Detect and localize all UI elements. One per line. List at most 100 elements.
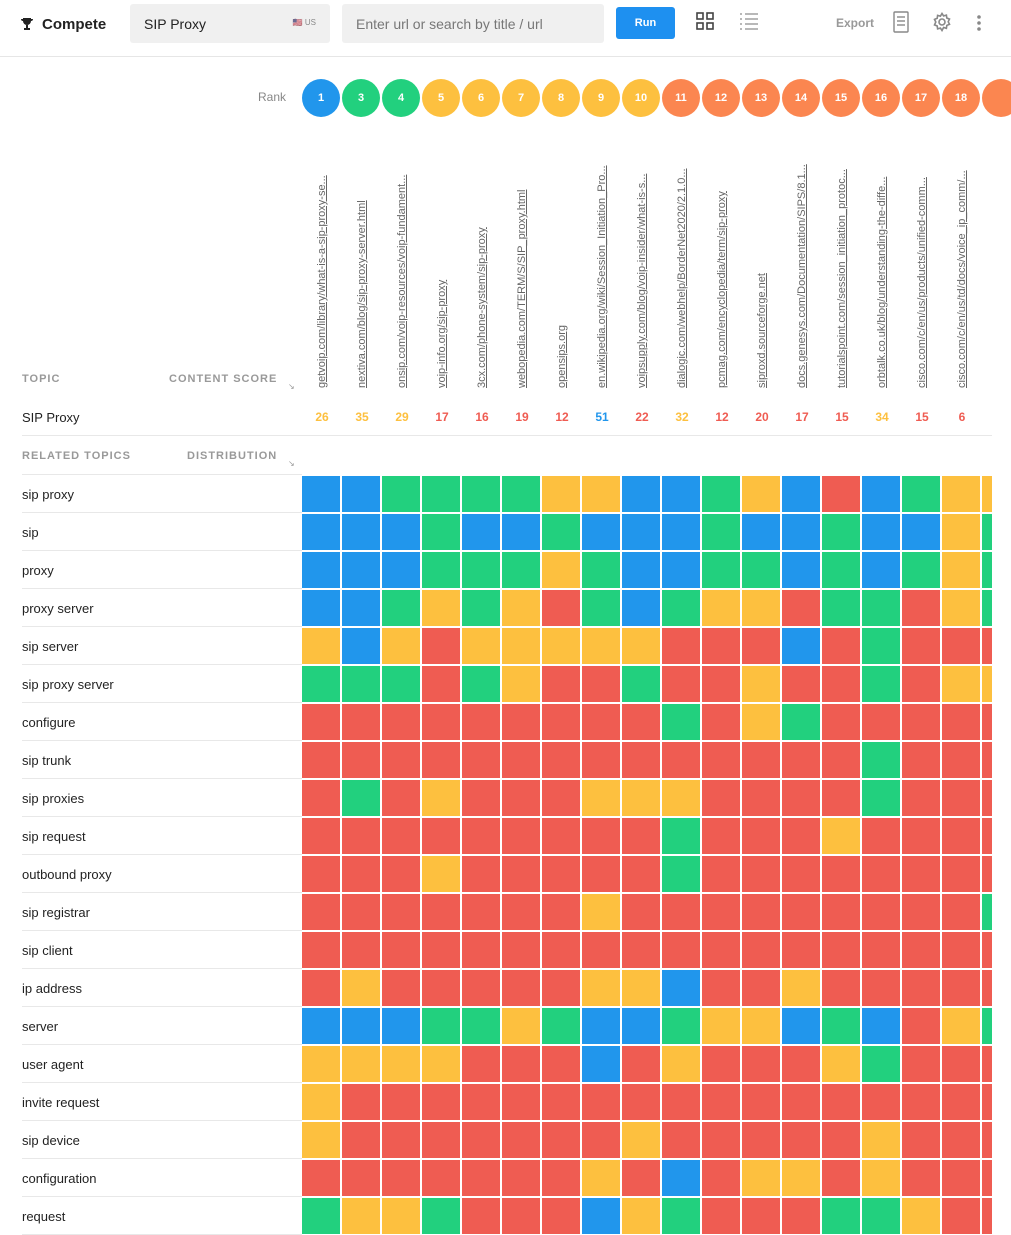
distribution-cell[interactable] — [862, 1084, 900, 1120]
distribution-cell[interactable] — [542, 704, 580, 740]
distribution-cell[interactable] — [302, 590, 340, 626]
distribution-cell[interactable] — [662, 1160, 700, 1196]
distribution-cell[interactable] — [622, 590, 660, 626]
distribution-cell[interactable] — [462, 666, 500, 702]
distribution-cell[interactable] — [662, 970, 700, 1006]
distribution-cell[interactable] — [662, 666, 700, 702]
distribution-cell[interactable] — [542, 476, 580, 512]
distribution-cell[interactable] — [742, 742, 780, 778]
distribution-cell[interactable] — [902, 1084, 940, 1120]
distribution-cell[interactable] — [782, 628, 820, 664]
distribution-cell[interactable] — [822, 818, 860, 854]
distribution-cell[interactable] — [382, 894, 420, 930]
distribution-cell[interactable] — [742, 1122, 780, 1158]
distribution-cell[interactable] — [862, 476, 900, 512]
distribution-cell[interactable] — [342, 894, 380, 930]
distribution-cell[interactable] — [622, 666, 660, 702]
distribution-cell[interactable] — [782, 1046, 820, 1082]
distribution-cell[interactable] — [902, 666, 940, 702]
distribution-cell[interactable] — [462, 1084, 500, 1120]
distribution-cell[interactable] — [982, 476, 992, 512]
distribution-cell[interactable] — [982, 1046, 992, 1082]
distribution-cell[interactable] — [462, 970, 500, 1006]
distribution-cell[interactable] — [302, 894, 340, 930]
distribution-cell[interactable] — [982, 1198, 992, 1234]
distribution-cell[interactable] — [422, 704, 460, 740]
distribution-cell[interactable] — [582, 1046, 620, 1082]
distribution-cell[interactable] — [702, 590, 740, 626]
related-topic-label[interactable]: sip trunk — [22, 753, 72, 768]
distribution-cell[interactable] — [582, 742, 620, 778]
distribution-cell[interactable] — [742, 666, 780, 702]
distribution-cell[interactable] — [622, 894, 660, 930]
distribution-cell[interactable] — [902, 552, 940, 588]
distribution-cell[interactable] — [462, 742, 500, 778]
distribution-cell[interactable] — [422, 514, 460, 550]
related-topic-label[interactable]: user agent — [22, 1057, 84, 1072]
distribution-cell[interactable] — [342, 1160, 380, 1196]
distribution-cell[interactable] — [342, 970, 380, 1006]
competitor-url-link[interactable]: voipsupply.com/blog/voip-insider/what-is… — [636, 173, 648, 388]
distribution-cell[interactable] — [422, 590, 460, 626]
distribution-cell[interactable] — [502, 514, 540, 550]
distribution-cell[interactable] — [822, 970, 860, 1006]
distribution-cell[interactable] — [942, 932, 980, 968]
distribution-cell[interactable] — [822, 476, 860, 512]
distribution-cell[interactable] — [422, 970, 460, 1006]
distribution-header[interactable]: DISTRIBUTION — [187, 450, 278, 462]
distribution-cell[interactable] — [982, 628, 992, 664]
grid-view-icon[interactable] — [696, 12, 714, 30]
distribution-cell[interactable] — [782, 1122, 820, 1158]
competitor-url-link[interactable]: 3cx.com/phone-system/sip-proxy — [476, 227, 488, 388]
distribution-cell[interactable] — [822, 514, 860, 550]
distribution-cell[interactable] — [942, 1046, 980, 1082]
distribution-cell[interactable] — [982, 932, 992, 968]
distribution-cell[interactable] — [942, 552, 980, 588]
competitor-url-link[interactable]: cisco.com/c/en/us/products/unified-comm.… — [916, 177, 928, 388]
distribution-cell[interactable] — [702, 552, 740, 588]
distribution-cell[interactable] — [782, 894, 820, 930]
distribution-cell[interactable] — [462, 932, 500, 968]
distribution-cell[interactable] — [342, 1046, 380, 1082]
topic-input[interactable]: SIP Proxy 🇺🇸 US — [130, 4, 330, 43]
distribution-cell[interactable] — [702, 932, 740, 968]
distribution-cell[interactable] — [582, 1084, 620, 1120]
distribution-cell[interactable] — [862, 628, 900, 664]
distribution-cell[interactable] — [582, 1198, 620, 1234]
distribution-cell[interactable] — [462, 894, 500, 930]
competitor-url-link[interactable]: opensips.org — [556, 325, 568, 388]
distribution-cell[interactable] — [782, 856, 820, 892]
distribution-cell[interactable] — [502, 780, 540, 816]
distribution-cell[interactable] — [342, 628, 380, 664]
distribution-cell[interactable] — [822, 856, 860, 892]
distribution-cell[interactable] — [942, 1122, 980, 1158]
distribution-cell[interactable] — [902, 1160, 940, 1196]
distribution-cell[interactable] — [862, 742, 900, 778]
distribution-cell[interactable] — [662, 704, 700, 740]
distribution-cell[interactable] — [902, 628, 940, 664]
distribution-cell[interactable] — [422, 894, 460, 930]
distribution-cell[interactable] — [582, 818, 620, 854]
distribution-cell[interactable] — [902, 1198, 940, 1234]
distribution-cell[interactable] — [302, 856, 340, 892]
distribution-cell[interactable] — [542, 856, 580, 892]
distribution-cell[interactable] — [982, 1008, 992, 1044]
distribution-cell[interactable] — [542, 1122, 580, 1158]
distribution-cell[interactable] — [942, 742, 980, 778]
distribution-cell[interactable] — [542, 1084, 580, 1120]
distribution-cell[interactable] — [622, 856, 660, 892]
distribution-cell[interactable] — [622, 704, 660, 740]
distribution-cell[interactable] — [342, 1084, 380, 1120]
distribution-cell[interactable] — [382, 818, 420, 854]
distribution-cell[interactable] — [782, 590, 820, 626]
distribution-cell[interactable] — [422, 628, 460, 664]
distribution-cell[interactable] — [382, 970, 420, 1006]
distribution-cell[interactable] — [782, 704, 820, 740]
distribution-cell[interactable] — [662, 742, 700, 778]
distribution-cell[interactable] — [822, 1008, 860, 1044]
distribution-cell[interactable] — [582, 514, 620, 550]
distribution-cell[interactable] — [302, 1122, 340, 1158]
distribution-cell[interactable] — [822, 1046, 860, 1082]
url-search-input[interactable] — [342, 4, 604, 43]
distribution-cell[interactable] — [462, 1046, 500, 1082]
